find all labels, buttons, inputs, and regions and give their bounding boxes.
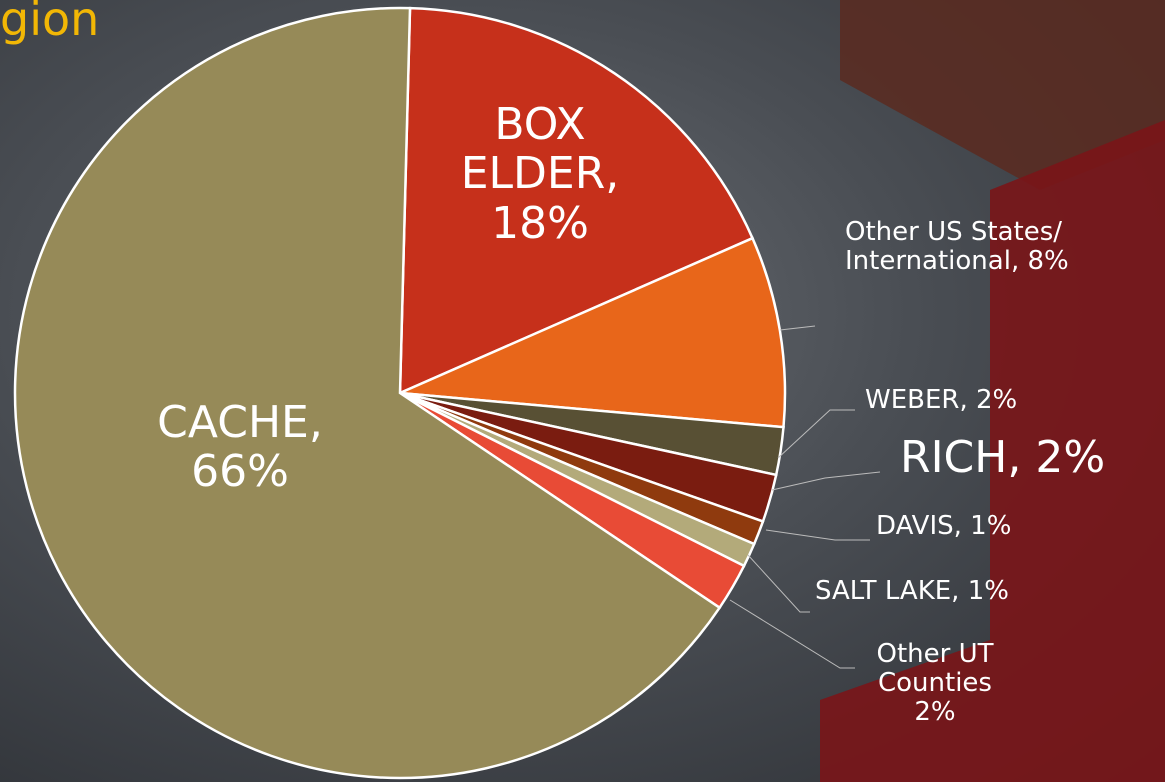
- data-label: Other US States/ International, 8%: [845, 218, 1165, 276]
- data-label: WEBER, 2%: [865, 386, 1017, 415]
- data-label: CACHE, 66%: [120, 398, 360, 497]
- slide: gion BOX ELDER, 18% Other US States/ Inte…: [0, 0, 1165, 782]
- data-label: Other UT Counties 2%: [855, 640, 1015, 727]
- chart-title: gion: [0, 0, 99, 46]
- data-label: DAVIS, 1%: [876, 512, 1011, 541]
- leader-line: [730, 600, 855, 668]
- leader-line: [772, 472, 880, 490]
- data-label: RICH, 2%: [900, 433, 1105, 482]
- leader-line: [766, 530, 870, 540]
- leader-line: [778, 410, 855, 458]
- data-label: SALT LAKE, 1%: [815, 577, 1009, 606]
- leader-line: [748, 555, 810, 612]
- data-label: BOX ELDER, 18%: [450, 100, 630, 248]
- leader-line: [780, 326, 815, 330]
